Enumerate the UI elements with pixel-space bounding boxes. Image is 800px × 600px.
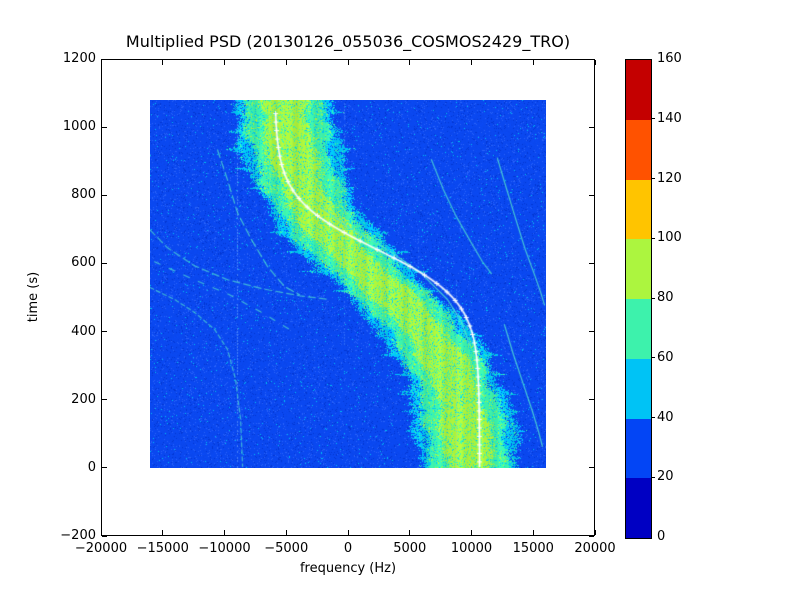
y-tick-label: 800 [71,187,96,203]
colorbar-tick-label: 60 [657,349,674,365]
colorbar-segment [626,179,651,240]
x-tick-bottom [532,530,534,535]
x-tick-label: 5000 [393,541,427,556]
x-tick-bottom [471,530,472,535]
x-tick-label: −10000 [198,541,251,556]
y-tick-left [102,262,107,264]
x-tick-bottom [409,530,411,535]
colorbar-tick-label: 20 [657,469,674,485]
y-tick-right [589,535,594,537]
y-tick-label: 200 [71,391,96,407]
x-tick-bottom [162,530,164,535]
spectrogram-heatmap [150,100,546,468]
x-tick-bottom [224,530,225,535]
colorbar-tick-label: 80 [657,290,674,305]
x-tick-label: 10000 [450,541,493,556]
y-tick-label: 400 [71,323,96,339]
colorbar-segment [626,358,651,419]
y-tick-right [589,126,594,128]
x-tick-bottom [100,530,102,535]
y-tick-right [589,58,594,60]
y-tick-right [589,331,594,333]
x-tick-top [347,60,349,65]
x-tick-bottom [285,530,287,535]
y-tick-left [102,194,107,196]
y-tick-right [589,467,594,469]
colorbar-tick [651,237,655,239]
y-tick-label: 600 [71,255,96,271]
colorbar-segment [626,418,651,479]
y-tick-left [102,535,107,537]
x-tick-bottom [347,530,349,535]
y-tick-left [102,331,107,333]
x-axis-label: frequency (Hz) [299,561,397,576]
x-tick-label: −20000 [74,541,128,556]
colorbar-segment [626,239,651,299]
x-tick-top [409,60,411,65]
y-tick-label: 0 [87,459,96,475]
colorbar-tick-label: 100 [657,230,682,246]
x-tick-top [471,60,472,65]
x-tick-label: −15000 [136,541,189,556]
y-tick-label: −200 [60,528,96,543]
colorbar-tick [651,357,655,359]
colorbar-segment [626,299,651,359]
colorbar-tick [651,297,655,299]
y-tick-left [102,467,107,469]
colorbar-tick [651,476,655,478]
x-tick-label: 20000 [574,541,616,556]
colorbar-tick-label: 120 [657,170,682,186]
x-tick-top [162,60,164,65]
plot-title: Multiplied PSD (20130126_055036_COSMOS24… [125,32,571,51]
x-tick-bottom [594,530,596,535]
y-tick-right [589,262,594,264]
x-tick-top [532,60,534,65]
y-tick-label: 1200 [62,51,96,66]
colorbar-segment [626,60,651,120]
colorbar [625,59,652,539]
x-tick-top [224,60,225,65]
colorbar-tick [651,178,655,179]
x-tick-top [594,60,596,65]
x-tick-top [285,60,287,65]
y-tick-left [102,399,107,401]
x-tick-label: 0 [343,541,353,556]
axes-frame [101,59,595,536]
y-tick-right [589,194,594,196]
x-tick-label: 15000 [512,541,554,556]
y-tick-left [102,58,107,60]
colorbar-tick [651,417,655,418]
y-tick-left [102,126,107,128]
colorbar-segment [626,119,651,180]
x-tick-top [100,60,102,65]
y-tick-right [589,399,594,401]
colorbar-tick-label: 140 [657,110,682,126]
colorbar-tick-label: 0 [657,529,666,544]
colorbar-segment [626,478,651,538]
colorbar-tick-label: 160 [657,51,682,66]
x-tick-label: −5000 [264,541,309,556]
colorbar-tick-label: 40 [657,409,674,425]
colorbar-tick [651,118,655,120]
y-tick-label: 1000 [62,119,96,135]
